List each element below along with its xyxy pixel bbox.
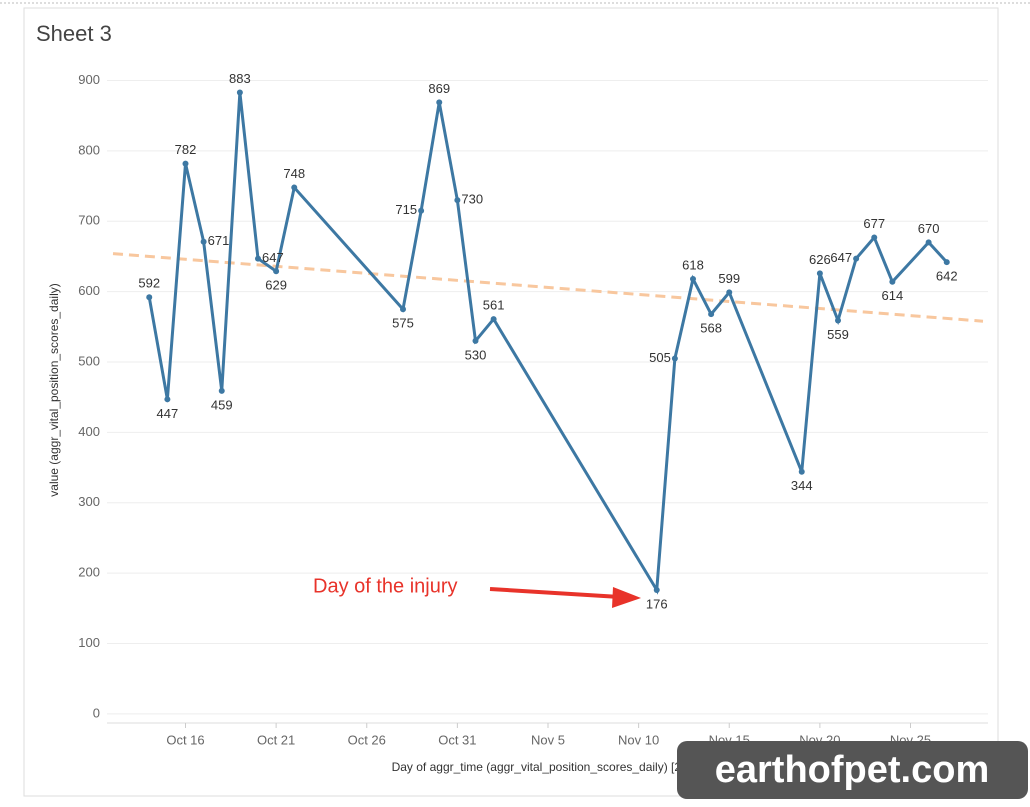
data-label: 782 <box>175 142 197 157</box>
x-tick-label: Oct 26 <box>348 732 386 747</box>
data-label: 647 <box>830 250 852 265</box>
annotation-group: Day of the injury <box>313 575 641 608</box>
data-label: 647 <box>262 250 284 265</box>
y-tick-label: 900 <box>78 72 100 87</box>
data-label: 599 <box>718 271 740 286</box>
data-point <box>273 268 280 275</box>
data-point <box>182 160 189 167</box>
data-point <box>671 355 678 362</box>
data-point <box>200 238 207 245</box>
data-label: 592 <box>138 276 160 291</box>
x-tick-label: Nov 10 <box>618 732 659 747</box>
trend-line <box>112 252 984 323</box>
data-label: 869 <box>428 81 450 96</box>
x-tick-label: Oct 21 <box>257 732 295 747</box>
y-tick-label: 600 <box>78 283 100 298</box>
data-label: 671 <box>208 233 230 248</box>
data-label: 344 <box>791 478 813 493</box>
data-label: 459 <box>211 397 233 412</box>
data-point <box>925 239 932 246</box>
data-point <box>490 316 497 323</box>
data-label: 447 <box>157 406 179 421</box>
data-point <box>454 197 461 204</box>
x-tick-label: Oct 16 <box>166 732 204 747</box>
y-tick-label: 400 <box>78 424 100 439</box>
data-point <box>853 255 860 262</box>
data-label: 505 <box>649 350 671 365</box>
plot-area: 0 100 200 300 400 500 600 700 800 900 Oct 16 Oct 21… <box>78 71 988 747</box>
data-label: 568 <box>700 321 722 336</box>
y-tick-label: 200 <box>78 565 100 580</box>
data-label: 730 <box>461 192 483 207</box>
sheet-frame <box>23 7 999 797</box>
data-point <box>690 275 696 282</box>
data-label: 883 <box>229 71 251 86</box>
data-point <box>726 289 733 296</box>
x-tick-label: Oct 31 <box>438 732 476 747</box>
data-point <box>835 317 841 324</box>
data-label: 575 <box>392 316 414 331</box>
watermark-box <box>677 741 1028 799</box>
data-label: 559 <box>827 327 849 342</box>
chart-title: Sheet 3 <box>36 21 112 46</box>
x-axis-title: Day of aggr_time (aggr_vital_position_sc… <box>392 760 705 774</box>
data-point <box>146 294 153 301</box>
data-point <box>653 587 660 594</box>
data-line <box>147 92 948 595</box>
watermark: earthofpet.com <box>715 749 989 791</box>
annotation-arrowhead <box>612 587 641 608</box>
data-point <box>436 99 443 106</box>
data-label: 748 <box>283 166 305 181</box>
data-label: 677 <box>863 216 885 231</box>
annotation-text: Day of the injury <box>313 575 458 597</box>
data-label: 618 <box>682 257 704 272</box>
y-tick-label: 700 <box>78 213 100 228</box>
y-tick-label: 500 <box>78 353 100 368</box>
data-point <box>708 311 715 318</box>
data-label: 642 <box>936 269 958 284</box>
data-label: 614 <box>882 288 904 303</box>
data-point <box>472 337 479 344</box>
data-point <box>164 396 171 403</box>
data-label: 561 <box>483 298 505 313</box>
data-point <box>236 89 243 96</box>
y-tick-label: 100 <box>78 635 100 650</box>
x-tick-label: Nov 5 <box>531 732 565 747</box>
y-axis-title: value (aggr_vital_position_scores_daily) <box>47 283 61 496</box>
data-label: 176 <box>646 596 668 611</box>
data-label: 715 <box>395 202 417 217</box>
data-label: 626 <box>809 252 831 267</box>
y-tick-label: 0 <box>93 705 100 720</box>
data-point <box>418 207 425 214</box>
data-label: 530 <box>465 347 487 362</box>
data-point <box>400 306 406 313</box>
data-label: 629 <box>265 278 287 293</box>
y-tick-label: 800 <box>78 142 100 157</box>
data-point <box>291 184 298 191</box>
data-point <box>816 270 823 277</box>
annotation-arrow <box>489 587 621 599</box>
data-label: 670 <box>918 221 940 236</box>
data-point <box>943 259 950 266</box>
data-point <box>889 278 896 285</box>
data-point <box>798 468 805 475</box>
y-tick-label: 300 <box>78 494 100 509</box>
data-point <box>871 234 878 241</box>
data-point <box>218 387 225 394</box>
data-point <box>255 255 261 262</box>
